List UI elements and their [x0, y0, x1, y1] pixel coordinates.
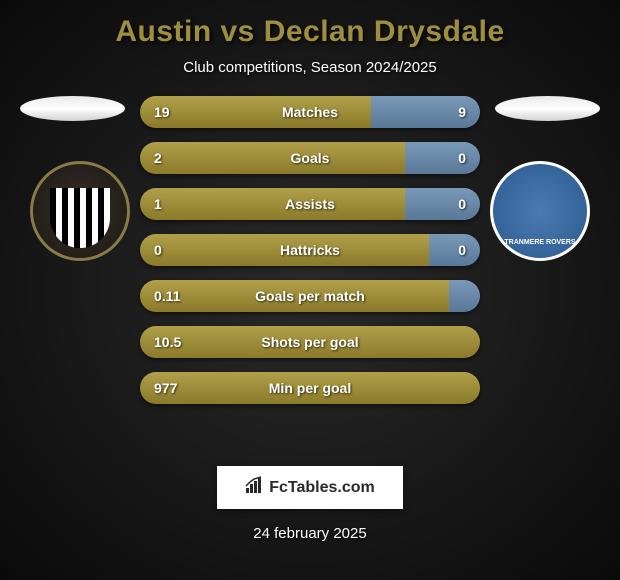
stat-bar-goals: 2 0 Goals	[140, 142, 480, 174]
stat-right-segment	[449, 280, 480, 312]
stat-value-right: 0	[458, 242, 466, 258]
watermark-text: FcTables.com	[269, 479, 375, 497]
stat-right-segment: 0	[405, 142, 480, 174]
club-badge-right	[490, 161, 590, 261]
club-badge-left	[30, 161, 130, 261]
stat-right-segment: 0	[429, 234, 480, 266]
pitch-ellipse-right	[495, 96, 600, 121]
stat-label: Goals	[291, 150, 330, 166]
stat-label: Shots per goal	[261, 334, 358, 350]
stat-label: Min per goal	[269, 380, 351, 396]
stat-value-right: 0	[458, 150, 466, 166]
date-label: 24 february 2025	[253, 525, 366, 542]
stat-value-left: 2	[154, 150, 162, 166]
stat-value-left: 0	[154, 242, 162, 258]
stats-area: 19 9 Matches 2 0 Goals 1 0 Assists 0 0 Hattricks 0.1…	[140, 96, 480, 404]
stat-value-right: 0	[458, 196, 466, 212]
stat-bar-assists: 1 0 Assists	[140, 188, 480, 220]
stat-value-right: 9	[458, 104, 466, 120]
stat-bar-hattricks: 0 0 Hattricks	[140, 234, 480, 266]
stat-label: Matches	[282, 104, 338, 120]
stat-value-left: 1	[154, 196, 162, 212]
subtitle: Club competitions, Season 2024/2025	[183, 59, 437, 76]
stat-left-segment: 2	[140, 142, 405, 174]
field-row: 199Matches20Goals10Assists00Hattricks0.1…	[10, 96, 610, 296]
page-title: Austin vs Declan Drysdale	[115, 15, 504, 49]
stat-label: Goals per match	[255, 288, 365, 304]
stat-bar-matches: 19 9 Matches	[140, 96, 480, 128]
stat-bar-goals-per-match: 0.11 Goals per match	[140, 280, 480, 312]
pitch-ellipse-left	[20, 96, 125, 121]
stat-value-left: 0.11	[154, 288, 180, 304]
stat-label: Hattricks	[280, 242, 340, 258]
stat-bar-shots-per-goal: 10.5 Shots per goal	[140, 326, 480, 358]
stat-value-left: 10.5	[154, 334, 181, 350]
main-container: Austin vs Declan Drysdale Club competiti…	[0, 0, 620, 580]
stat-bar-min-per-goal: 977 Min per goal	[140, 372, 480, 404]
stat-right-segment: 0	[405, 188, 480, 220]
stat-left-segment: 1	[140, 188, 405, 220]
chart-icon	[245, 476, 263, 499]
stat-label: Assists	[285, 196, 335, 212]
stat-value-left: 19	[154, 104, 170, 120]
watermark: FcTables.com	[217, 466, 403, 509]
stat-right-segment: 9	[371, 96, 480, 128]
stat-value-left: 977	[154, 380, 177, 396]
